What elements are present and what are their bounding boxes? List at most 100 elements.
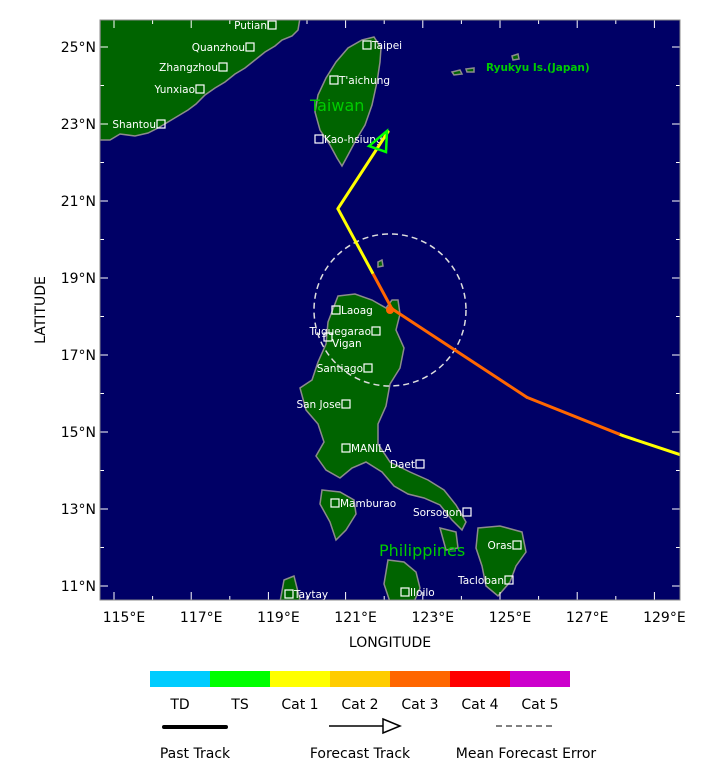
track-segment bbox=[336, 207, 375, 275]
legend-swatch bbox=[330, 671, 390, 687]
city: Daet bbox=[390, 459, 425, 471]
region-label-philippines: Philippines bbox=[379, 541, 465, 560]
x-tick-label: 119°E bbox=[257, 610, 300, 626]
city-marker-icon bbox=[512, 540, 522, 550]
city-marker-icon bbox=[331, 305, 341, 315]
y-tick-label: 11°N bbox=[61, 579, 96, 595]
forecast-arrow-icon bbox=[382, 717, 402, 735]
city: MANILA bbox=[341, 443, 392, 455]
city-label: Oras bbox=[488, 540, 513, 552]
axis-tick-labels: 115°E 117°E 119°E 121°E 123°E 125°E 127°E 129°E… bbox=[61, 40, 686, 626]
city: Putian bbox=[234, 20, 277, 32]
forecast-track bbox=[336, 130, 680, 457]
forecast-arrowhead bbox=[366, 128, 389, 154]
city-label: San Jose bbox=[296, 399, 341, 411]
city: Tacloban bbox=[457, 575, 514, 587]
city-label: Taipei bbox=[371, 40, 402, 52]
city-label: Quanzhou bbox=[192, 42, 245, 54]
legend-swatch bbox=[270, 671, 330, 687]
land-ryukyu-1 bbox=[450, 69, 464, 76]
city-label: Daet bbox=[390, 459, 415, 471]
city: Oras bbox=[488, 540, 522, 552]
city-label: Sorsogon bbox=[413, 507, 462, 519]
track-segment bbox=[622, 434, 680, 457]
city-marker-icon bbox=[504, 575, 514, 585]
y-tick-label: 13°N bbox=[61, 502, 96, 518]
land-luzon bbox=[299, 293, 467, 532]
city-marker-icon bbox=[341, 443, 351, 453]
city-marker-icon bbox=[462, 507, 472, 517]
land-mindoro bbox=[319, 489, 357, 542]
city-label: Putian bbox=[234, 20, 267, 32]
x-tick-label: 121°E bbox=[334, 610, 377, 626]
city-label: Santiago bbox=[317, 363, 363, 375]
city-label: Vigan bbox=[332, 338, 362, 350]
city-marker-icon bbox=[195, 84, 205, 94]
legend-category-label: Cat 4 bbox=[461, 697, 498, 713]
track-segment bbox=[525, 395, 621, 436]
land-taiwan bbox=[314, 36, 382, 168]
city: T'aichung bbox=[329, 75, 390, 87]
y-tick-label: 17°N bbox=[61, 348, 96, 364]
city-label: Zhangzhou bbox=[159, 62, 218, 74]
city-marker-icon bbox=[323, 332, 333, 342]
city-marker-icon bbox=[245, 42, 255, 52]
city-marker-icon bbox=[156, 119, 166, 129]
legend-past-track: Past Track bbox=[160, 746, 231, 760]
region-label-ryukyu: Ryukyu Is.(Japan) bbox=[486, 62, 590, 74]
y-tick-label: 21°N bbox=[61, 194, 96, 210]
land-ryukyu-2 bbox=[464, 67, 475, 73]
city-label: Taytay bbox=[293, 589, 328, 601]
city-label: Yunxiao bbox=[153, 84, 195, 96]
land-china bbox=[100, 20, 301, 141]
city-label: Shantou bbox=[112, 119, 156, 131]
legend-swatch bbox=[210, 671, 270, 687]
legend-category-label: TS bbox=[230, 697, 249, 713]
city-marker-icon bbox=[218, 62, 228, 72]
legend-category-label: Cat 2 bbox=[341, 697, 378, 713]
city-label: Iloilo bbox=[410, 587, 435, 599]
x-axis-title: LONGITUDE bbox=[349, 635, 431, 651]
axis-ticks bbox=[100, 20, 680, 600]
city: Yunxiao bbox=[153, 84, 205, 96]
land-ryukyu-3 bbox=[511, 53, 520, 61]
y-axis-title: LATITUDE bbox=[33, 276, 49, 344]
legend-swatch bbox=[390, 671, 450, 687]
city: Iloilo bbox=[400, 587, 435, 599]
city: Taipei bbox=[362, 40, 402, 52]
city-marker-icon bbox=[284, 589, 294, 599]
x-tick-label: 117°E bbox=[180, 610, 223, 626]
track-segment bbox=[371, 273, 394, 310]
y-tick-label: 15°N bbox=[61, 425, 96, 441]
city-marker-icon bbox=[314, 134, 324, 144]
legend-swatch bbox=[510, 671, 570, 687]
city-label: Kao-hsiung bbox=[324, 134, 383, 146]
city: Santiago bbox=[317, 363, 373, 375]
x-tick-label: 129°E bbox=[643, 610, 686, 626]
city-marker-icon bbox=[415, 459, 425, 469]
track-segment bbox=[390, 307, 529, 399]
city-marker-icon bbox=[267, 20, 277, 30]
legend-category-label: Cat 1 bbox=[281, 697, 318, 713]
map-frame bbox=[99, 19, 681, 601]
legend-swatch bbox=[150, 671, 210, 687]
city: San Jose bbox=[296, 399, 351, 411]
city-label: Laoag bbox=[341, 305, 373, 317]
city-marker-icon bbox=[329, 75, 339, 85]
legend-swatch bbox=[450, 671, 510, 687]
city-label: MANILA bbox=[351, 443, 392, 455]
mean-forecast-error-circle bbox=[313, 233, 467, 387]
y-tick-label: 25°N bbox=[61, 40, 96, 56]
legend-category-label: Cat 5 bbox=[521, 697, 558, 713]
x-tick-label: 125°E bbox=[489, 610, 532, 626]
city-label: T'aichung bbox=[338, 75, 390, 87]
land-panay bbox=[383, 559, 421, 600]
legend-mean-error: Mean Forecast Error bbox=[456, 746, 597, 760]
region-label-taiwan: Taiwan bbox=[309, 96, 364, 115]
land bbox=[100, 20, 527, 600]
city: Quanzhou bbox=[192, 42, 255, 54]
legend-category-label: TD bbox=[169, 697, 189, 713]
city: Vigan bbox=[323, 332, 362, 350]
city: Sorsogon bbox=[413, 507, 472, 519]
